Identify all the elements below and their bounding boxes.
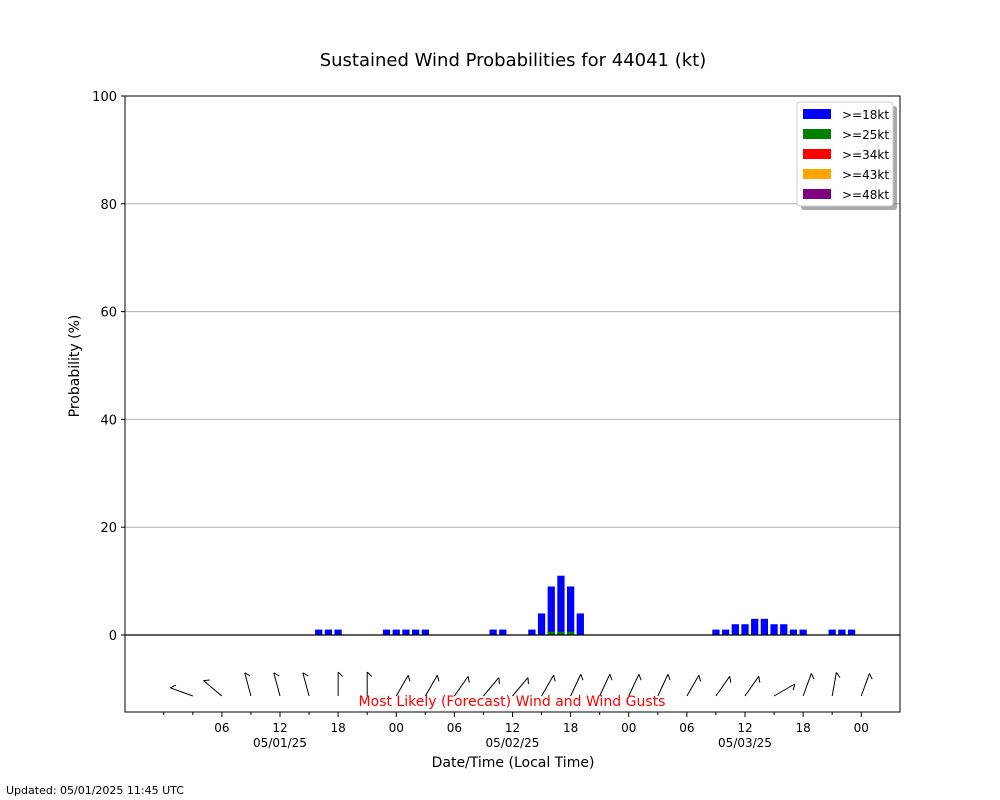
bar: [421, 629, 429, 635]
x-tick-label: 00: [389, 721, 404, 735]
gridlines: [125, 203, 900, 528]
bar: [411, 629, 420, 635]
bar: [315, 629, 323, 635]
wind-barb: [170, 684, 193, 697]
x-tick-label: 12: [737, 721, 752, 735]
y-tick-label: 20: [100, 521, 117, 536]
date-label: 05/03/25: [718, 736, 772, 750]
bar: [576, 613, 584, 635]
bar: [334, 629, 342, 635]
x-tick-label: 18: [330, 721, 345, 735]
legend-swatch: [803, 149, 831, 159]
bar: [847, 629, 856, 635]
bar: [741, 624, 749, 635]
bar: [566, 586, 575, 635]
bar: [547, 631, 555, 635]
legend-entry: >=34kt: [842, 148, 889, 162]
bar: [528, 629, 536, 635]
y-tick-label: 0: [109, 629, 117, 644]
wind-barb: [831, 672, 841, 697]
legend-entry: >=18kt: [842, 108, 889, 122]
wind-barb: [686, 674, 702, 697]
x-tick-label: 06: [679, 721, 694, 735]
legend-swatch: [803, 109, 831, 119]
wind-barb: [366, 671, 373, 696]
y-tick-label: 60: [100, 306, 117, 321]
bar: [799, 629, 807, 635]
wind-barb: [541, 674, 556, 697]
date-label: 05/02/25: [486, 736, 540, 750]
y-tick-label: 100: [92, 90, 117, 105]
legend-entry: >=43kt: [842, 168, 889, 182]
bar: [537, 613, 546, 635]
bar: [499, 629, 507, 635]
bar: [489, 629, 497, 635]
updated-timestamp: Updated: 05/01/2025 11:45 UTC: [6, 784, 184, 797]
date-label: 05/01/25: [253, 736, 307, 750]
x-tick-label: 18: [795, 721, 810, 735]
wind-barb: [628, 674, 642, 697]
bar: [760, 618, 769, 635]
wind-barbs: [170, 671, 873, 697]
wind-barb: [395, 674, 411, 697]
bar: [721, 629, 730, 635]
bar: [557, 575, 565, 635]
x-tick-label: 12: [505, 721, 520, 735]
wind-barb: [273, 672, 281, 697]
legend-swatch: [803, 169, 831, 179]
y-axis-ticks: 0 20 40 60 80 100: [92, 90, 125, 644]
x-tick-label: 12: [272, 721, 287, 735]
wind-barb: [512, 677, 529, 697]
bar: [547, 586, 555, 635]
legend-swatch: [803, 189, 831, 199]
wind-barb: [424, 674, 440, 697]
wind-barb: [337, 671, 343, 696]
legend-entry: >=48kt: [842, 188, 889, 202]
bar: [731, 624, 739, 635]
x-tick-label: 06: [447, 721, 462, 735]
wind-barb: [203, 679, 223, 697]
wind-barb: [483, 677, 500, 697]
x-tick-label: 06: [214, 721, 229, 735]
bar: [402, 629, 410, 635]
x-tick-label: 00: [854, 721, 869, 735]
legend: >=18kt >=25kt >=34kt >=43kt >=48kt: [796, 101, 897, 210]
x-tick-label: 00: [621, 721, 636, 735]
bar: [382, 629, 391, 635]
bar: [557, 631, 565, 635]
legend-entry: >=25kt: [842, 128, 889, 142]
wind-barb: [570, 674, 584, 697]
bar: [751, 618, 759, 635]
bar: [324, 629, 333, 635]
wind-barb: [244, 672, 252, 697]
chart-title: Sustained Wind Probabilities for 44041 (…: [320, 50, 707, 71]
wind-barb: [715, 676, 732, 697]
wind-barb: [599, 674, 613, 697]
wind-barb: [773, 683, 796, 697]
bar: [712, 629, 720, 635]
y-tick-label: 80: [100, 198, 117, 213]
x-axis-label: Date/Time (Local Time): [432, 755, 595, 771]
wind-barb: [860, 673, 873, 697]
wind-barb: [657, 674, 671, 697]
bar: [566, 631, 575, 635]
x-axis-ticks: 06 12 18 00 06 12 18 00 06 12 18 00 05/01/25 05/02/25…: [163, 712, 869, 750]
bar: [770, 624, 778, 635]
wind-barb: [744, 676, 761, 697]
x-tick-label: 18: [563, 721, 578, 735]
bar: [392, 629, 400, 635]
y-tick-label: 40: [100, 413, 117, 428]
wind-barb: [302, 672, 310, 697]
bar: [780, 624, 788, 635]
legend-box: [796, 101, 894, 207]
bar: [789, 629, 798, 635]
bar: [828, 629, 836, 635]
bar: [838, 629, 846, 635]
wind-barb: [453, 676, 470, 697]
wind-barb: [802, 673, 815, 697]
wind-panel-label: Most Likely (Forecast) Wind and Wind Gus…: [359, 694, 666, 710]
y-axis-label: Probability (%): [67, 315, 83, 418]
legend-swatch: [803, 129, 831, 139]
